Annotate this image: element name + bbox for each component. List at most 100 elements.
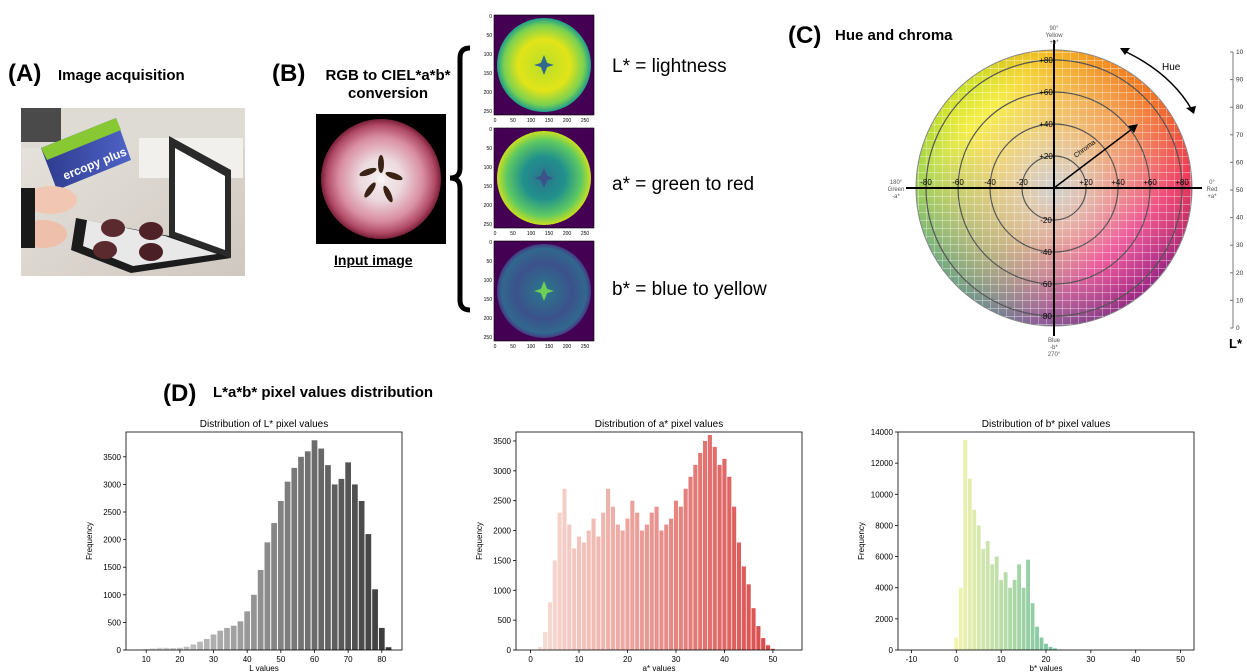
channel-1-x-tick: 50: [510, 231, 516, 237]
histogram-bar: [732, 506, 737, 650]
histogram-bar: [331, 484, 338, 650]
histogram-bar: [981, 548, 986, 650]
plot-frame: [125, 431, 403, 651]
x-axis-label: a* values: [643, 664, 676, 672]
wheel-tick-labels: +20 +40 +60 +80 -20 -40 -60 -80 +20 +40 …: [920, 56, 1189, 321]
channel-0-y-tick: 0: [489, 14, 492, 20]
b-channel-label: b* = blue to yellow: [612, 279, 767, 300]
y-tick-label: 3000: [103, 480, 121, 489]
b-tick-neg-20: -20: [1040, 216, 1052, 225]
histogram-bar: [1030, 603, 1035, 650]
histogram-bar: [345, 462, 352, 650]
histogram-l: Distribution of L* pixel values 0 500 1000 1…: [85, 419, 403, 672]
histogram-bar: [746, 584, 751, 650]
y-tick-label: 1000: [493, 586, 511, 595]
x-tick-label: 10: [142, 655, 151, 664]
histogram-bar: [311, 440, 318, 650]
l-star-scale-label: L*: [1229, 336, 1243, 351]
histogram-bar: [994, 556, 999, 650]
l-scale-tick-label: 10: [1236, 297, 1244, 304]
b-tick-pos-20: +20: [1039, 152, 1053, 161]
x-tick-label: 20: [175, 655, 184, 664]
histogram-bar: [1021, 587, 1026, 650]
x-tick-label: 50: [1176, 655, 1185, 664]
histogram-bar: [271, 523, 277, 650]
bottom-label-axis: -b*: [1050, 345, 1058, 351]
histogram-bar: [990, 564, 995, 650]
a-tick-neg-20: -20: [1016, 178, 1028, 187]
x-tick-label: 40: [720, 655, 729, 664]
histogram-bar: [712, 446, 717, 650]
histogram-bar: [352, 484, 358, 650]
y-tick-label: 2500: [493, 497, 511, 506]
l-scale-tick-label: 50: [1236, 187, 1244, 194]
histogram-bar: [581, 542, 586, 650]
y-axis-label: Frequency: [85, 522, 94, 560]
histogram-bar: [543, 632, 548, 650]
histogram-bar: [338, 478, 345, 650]
channel-1-y-tick: 250: [484, 222, 493, 228]
y-tick-label: 3000: [493, 467, 511, 476]
histogram-bar: [318, 448, 325, 650]
x-tick-label: 70: [344, 655, 353, 664]
x-tick-label: 20: [623, 655, 632, 664]
x-tick-label: 40: [243, 655, 252, 664]
histogram-bar: [669, 518, 674, 650]
channel-1-x-tick: 250: [581, 231, 590, 237]
y-tick-label: 10000: [871, 490, 894, 499]
histogram-bar: [385, 647, 392, 650]
y-tick-label: 8000: [875, 521, 893, 530]
b-tick-neg-60: -60: [1040, 280, 1052, 289]
histogram-bar: [707, 434, 712, 650]
histogram-bar: [635, 512, 640, 650]
b-tick-neg-80: -80: [1040, 312, 1052, 321]
y-tick-label: 1500: [493, 556, 511, 565]
channel-0-x-tick: 50: [510, 118, 516, 124]
histogram-bar: [203, 638, 210, 650]
right-label-angle: 0°: [1209, 180, 1215, 186]
y-tick-label: 0: [507, 646, 512, 655]
histogram-bar: [644, 524, 649, 650]
y-tick-label: 4000: [875, 584, 893, 593]
input-image-label: Input image: [334, 252, 413, 268]
histogram-bar: [586, 530, 591, 650]
y-tick-label: 500: [108, 618, 122, 627]
channel-0-x-tick: 200: [563, 118, 572, 124]
channel-0-x-tick: 100: [527, 118, 536, 124]
histogram-bar: [557, 512, 562, 650]
panel-c-letter: (C): [788, 22, 822, 49]
l-scale-tick-label: 0: [1236, 325, 1240, 332]
histogram-bar: [741, 566, 746, 650]
histogram-bar: [620, 530, 625, 650]
histogram-bar: [736, 542, 742, 650]
histogram-bar: [963, 439, 968, 650]
x-tick-label: 0: [954, 655, 959, 664]
y-tick-label: 2000: [103, 536, 121, 545]
x-tick-label: -10: [906, 655, 918, 664]
histogram-bar: [958, 587, 963, 650]
y-tick-label: 2000: [875, 615, 893, 624]
histogram-bar: [190, 644, 197, 650]
histogram-bar: [639, 530, 645, 650]
histogram-bar: [325, 465, 331, 650]
l-channel-label: L* = lightness: [612, 56, 727, 77]
histogram-bar: [378, 627, 385, 650]
histogram-bar: [688, 476, 693, 650]
histogram-bar: [547, 602, 552, 650]
histogram-bar: [358, 500, 365, 650]
histogram-bar: [591, 518, 596, 650]
histogram-bar: [954, 637, 959, 650]
channel-1-x-tick: 0: [494, 231, 497, 237]
channel-0-y-tick: 50: [486, 33, 492, 39]
histogram-bar: [365, 534, 372, 650]
histogram-bar: [1026, 559, 1030, 650]
histogram-bar: [230, 625, 237, 650]
histogram-bar: [693, 464, 698, 650]
y-tick-label: 500: [498, 616, 512, 625]
panel-a-title: Image acquisition: [58, 67, 185, 84]
histogram-bar: [277, 500, 284, 650]
l-scale-tick-label: 80: [1236, 104, 1244, 111]
l-scale-tick-label: 70: [1236, 132, 1244, 139]
histogram-bar: [999, 579, 1004, 650]
b-tick-pos-40: +40: [1039, 120, 1053, 129]
